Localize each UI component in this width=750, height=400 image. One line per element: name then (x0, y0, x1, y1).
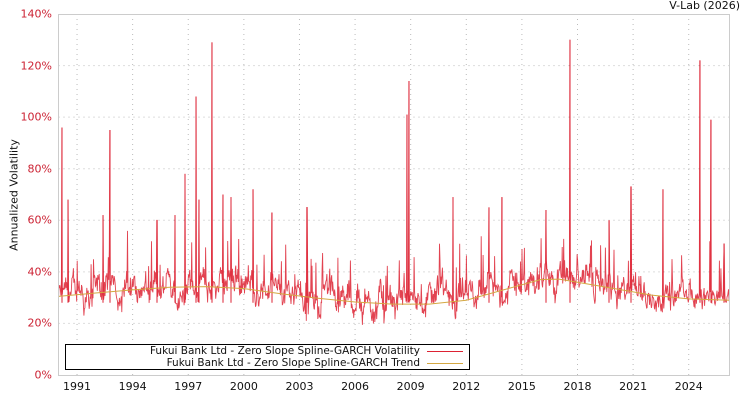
x-tick-label: 2009 (396, 380, 425, 393)
y-tick-label: 40% (27, 265, 52, 279)
x-tick-label: 2012 (452, 380, 481, 393)
x-tick-label: 2006 (341, 380, 370, 393)
legend-swatch-volatility (427, 350, 463, 352)
chart-credit: V-Lab (2026) (669, 0, 740, 12)
x-tick-label: 1991 (63, 380, 92, 393)
legend-label-volatility: Fukui Bank Ltd - Zero Slope Spline-GARCH… (149, 345, 420, 357)
y-tick-label: 80% (27, 162, 52, 176)
x-tick-label: 2021 (619, 380, 648, 393)
trend-series (58, 278, 730, 305)
y-tick-label: 100% (20, 110, 52, 124)
legend: Fukui Bank Ltd - Zero Slope Spline-GARCH… (65, 344, 470, 370)
y-tick-label: 120% (20, 59, 52, 73)
volatility-series (58, 39, 730, 325)
x-tick-label: 2018 (563, 380, 592, 393)
legend-label-trend: Fukui Bank Ltd - Zero Slope Spline-GARCH… (166, 357, 420, 369)
y-tick-label: 20% (27, 316, 52, 330)
x-tick-label: 2024 (674, 380, 703, 393)
y-tick-label: 140% (20, 7, 52, 21)
grid-lines (58, 14, 730, 375)
x-tick-label: 1994 (118, 380, 147, 393)
y-tick-label: 0% (34, 368, 52, 382)
plot-frame (58, 14, 730, 376)
legend-item-trend: Fukui Bank Ltd - Zero Slope Spline-GARCH… (167, 357, 463, 369)
x-tick-label: 2000 (229, 380, 258, 393)
x-tick-label: 1997 (174, 380, 203, 393)
legend-swatch-trend (427, 362, 463, 364)
x-tick-label: 2003 (285, 380, 314, 393)
legend-item-volatility: Fukui Bank Ltd - Zero Slope Spline-GARCH… (150, 345, 463, 357)
y-tick-label: 60% (27, 213, 52, 227)
x-tick-label: 2015 (507, 380, 536, 393)
